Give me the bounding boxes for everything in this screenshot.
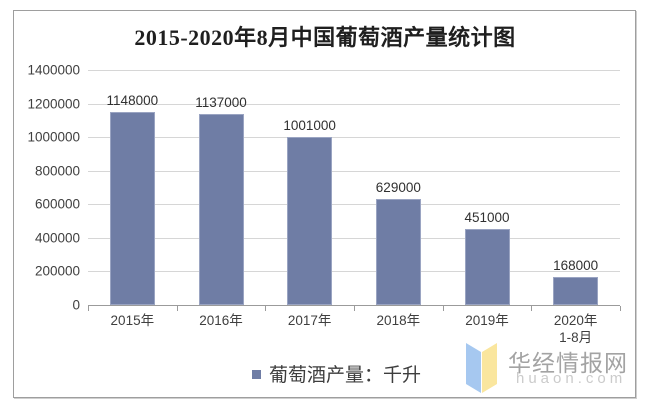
x-axis-category-label: 2015年 — [110, 313, 155, 328]
y-axis-tick-label: 1200000 — [27, 96, 80, 112]
x-axis-tick — [265, 306, 267, 311]
bar — [198, 114, 244, 305]
bar-value-label: 1001000 — [283, 117, 336, 133]
bar — [109, 112, 155, 305]
gridline — [88, 170, 620, 172]
logo-right-page-shape — [482, 343, 497, 393]
x-axis-tick — [531, 306, 533, 311]
y-axis-tick-label: 200000 — [34, 263, 80, 279]
x-axis-tick — [176, 306, 178, 311]
logo-left-page-shape — [466, 343, 481, 393]
chart-legend: 葡萄酒产量：千升 — [252, 360, 421, 386]
gridline — [88, 103, 620, 105]
y-axis-tick-label: 400000 — [34, 230, 80, 246]
y-axis-tick-label: 1400000 — [27, 62, 80, 78]
bar — [287, 136, 333, 305]
chart-title: 2015-2020年8月中国葡萄酒产量统计图 — [134, 25, 516, 50]
x-axis-category-label: 2020年 1-8月 — [553, 313, 598, 345]
x-axis-category-label: 2016年 — [199, 313, 243, 328]
x-axis-category-label: 2019年 — [465, 313, 509, 328]
x-axis-category-label: 2018年 — [376, 313, 421, 328]
bar-value-label: 629000 — [375, 180, 421, 196]
y-axis-tick-label: 800000 — [34, 163, 80, 179]
x-axis-tick — [88, 306, 89, 311]
watermark-site-name: 华经情报网 — [508, 350, 628, 376]
x-axis-tick — [620, 306, 621, 311]
gridline — [88, 237, 620, 239]
legend-swatch-icon — [252, 369, 261, 379]
watermark-site-domain: huaon.com — [516, 370, 627, 387]
y-axis-tick-label: 0 — [72, 297, 80, 313]
huaon-logo-icon — [466, 343, 498, 393]
bar — [553, 276, 599, 305]
gridline — [88, 204, 620, 206]
gridline — [88, 271, 620, 273]
x-axis-category-label: 2017年 — [287, 313, 332, 328]
bar-value-label: 451000 — [464, 210, 510, 226]
x-axis-line — [88, 305, 620, 306]
bar-value-label: 1137000 — [195, 95, 247, 111]
x-axis-tick — [354, 306, 355, 311]
gridline — [88, 137, 620, 139]
legend-label: 葡萄酒产量：千升 — [269, 364, 422, 386]
x-axis-tick — [442, 306, 444, 311]
bar-value-label: 1148000 — [106, 93, 159, 109]
chart-border — [13, 10, 636, 398]
bar — [464, 229, 510, 305]
gridline — [88, 70, 620, 71]
bar-value-label: 168000 — [553, 257, 599, 273]
y-axis-tick-label: 1000000 — [27, 129, 80, 145]
bar — [375, 199, 421, 305]
y-axis-tick-label: 600000 — [34, 196, 80, 212]
